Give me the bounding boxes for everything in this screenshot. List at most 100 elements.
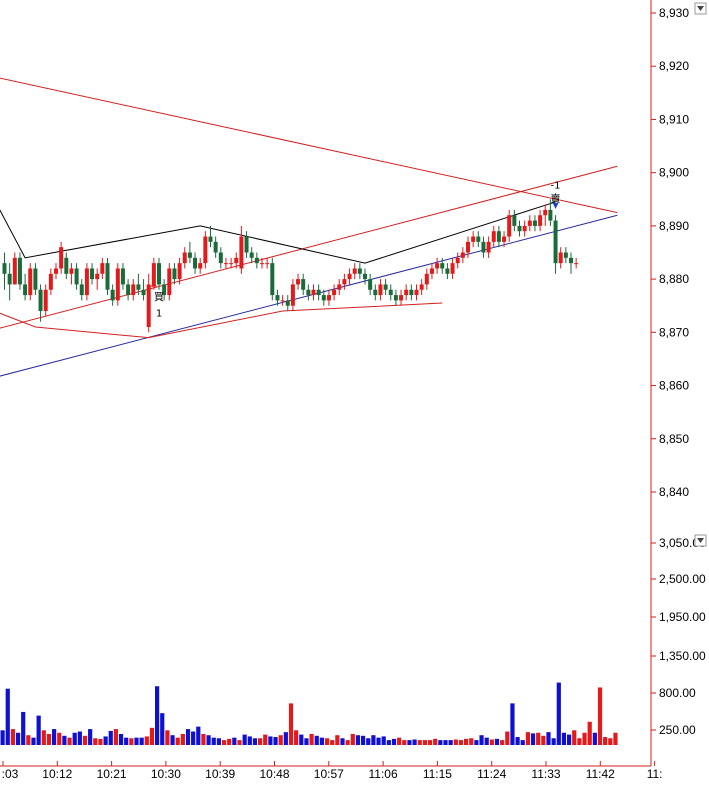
volume-tick-label: 3,050.00	[659, 536, 706, 550]
candle	[126, 279, 131, 301]
volume-bar	[206, 735, 211, 745]
candle	[569, 252, 573, 274]
volume-bar	[134, 737, 139, 745]
candle-body	[553, 220, 558, 264]
volume-bar	[185, 729, 191, 745]
candle	[527, 215, 532, 232]
volume-bar	[597, 687, 603, 745]
candle-body	[131, 284, 136, 296]
candle-body	[84, 268, 89, 296]
candle	[28, 263, 33, 301]
candle	[213, 236, 218, 258]
candle	[95, 268, 100, 290]
volume-bar	[335, 735, 340, 745]
volume-bar	[36, 715, 41, 745]
volume-bar	[561, 732, 567, 745]
candle	[218, 247, 223, 269]
price-tick-label: 8,870	[659, 325, 689, 339]
volume-bar	[402, 740, 407, 745]
volume-bar	[582, 732, 587, 745]
candle	[84, 263, 89, 301]
candle	[553, 215, 558, 274]
time-tick-label: :03	[2, 767, 19, 781]
sell-arrow-icon	[552, 202, 559, 209]
volume-bar	[474, 740, 479, 745]
volume-bar	[577, 738, 582, 745]
volume-bar	[237, 740, 242, 745]
volume-bar	[52, 729, 57, 745]
volume-bar	[489, 739, 494, 745]
candle	[7, 263, 12, 301]
volume-tick-label: 800.00	[659, 686, 696, 700]
candle	[532, 215, 537, 232]
candle-body	[491, 231, 496, 242]
price-scale-dropdown[interactable]	[694, 2, 707, 15]
volume-bar	[355, 735, 361, 745]
volume-bar	[386, 740, 391, 745]
candle-body	[301, 279, 306, 290]
candle-body	[146, 284, 151, 328]
volume-bar	[484, 737, 489, 745]
candle-body	[296, 279, 301, 285]
candle-body	[450, 263, 455, 274]
candle	[337, 279, 342, 296]
volume-bar	[113, 729, 118, 745]
volume-bar	[422, 740, 427, 745]
volume-bar	[149, 727, 155, 745]
time-axis: :03 10:12 10:21 10:30 10:39 10:48 10:57 11:06 11…	[2, 761, 662, 781]
volume-bar	[201, 733, 206, 745]
candle	[74, 263, 79, 290]
candle	[234, 252, 239, 269]
price-axis: 8,930 8,920 8,910 8,900 8,890 8,880 8,870 8,860…	[651, 6, 689, 499]
candle	[450, 257, 455, 280]
volume-bar	[57, 732, 62, 745]
candle	[301, 273, 306, 296]
volume-bar	[77, 731, 82, 745]
volume-bar	[98, 738, 103, 745]
candle-body	[254, 257, 259, 264]
trend-line	[0, 77, 618, 214]
candle-body	[326, 295, 331, 301]
volume-bar	[180, 733, 185, 745]
candle-body	[43, 289, 48, 312]
candle-body	[435, 263, 440, 269]
candle-body	[213, 241, 218, 253]
candle-body	[399, 295, 404, 301]
candle-body	[48, 273, 53, 290]
volume-bar	[330, 740, 335, 745]
volume-bar	[242, 734, 247, 745]
candle-body	[481, 241, 486, 253]
volume-bar	[448, 740, 453, 745]
volume-bar	[438, 740, 443, 745]
zigzag-high-line	[0, 201, 556, 264]
volume-bar	[515, 737, 520, 745]
volume-bar	[494, 738, 500, 745]
volume-bar	[175, 737, 180, 745]
candle-body	[311, 289, 316, 296]
candle	[203, 231, 208, 269]
candle-body	[115, 268, 120, 301]
candle	[254, 252, 259, 269]
candle-body	[198, 263, 203, 269]
price-tick-label: 8,850	[659, 432, 689, 446]
candle-body	[574, 263, 579, 265]
volume-bar	[196, 726, 201, 745]
candle	[332, 284, 337, 301]
candle-body	[419, 284, 424, 290]
volume-scale-dropdown[interactable]	[694, 534, 707, 547]
candle	[187, 241, 192, 264]
candle	[249, 247, 254, 264]
candle	[229, 257, 234, 269]
candle-body	[486, 241, 491, 253]
volume-bar	[15, 732, 21, 745]
volume-bars	[0, 682, 618, 745]
candle-body	[347, 273, 352, 280]
volume-bar	[72, 732, 77, 745]
volume-bar	[294, 730, 299, 745]
volume-bar	[263, 734, 268, 745]
volume-bar	[525, 732, 530, 745]
volume-bar	[41, 730, 46, 745]
time-tick-label: 11:33	[531, 767, 560, 781]
candle-body	[569, 257, 573, 264]
volume-bar	[0, 730, 5, 745]
